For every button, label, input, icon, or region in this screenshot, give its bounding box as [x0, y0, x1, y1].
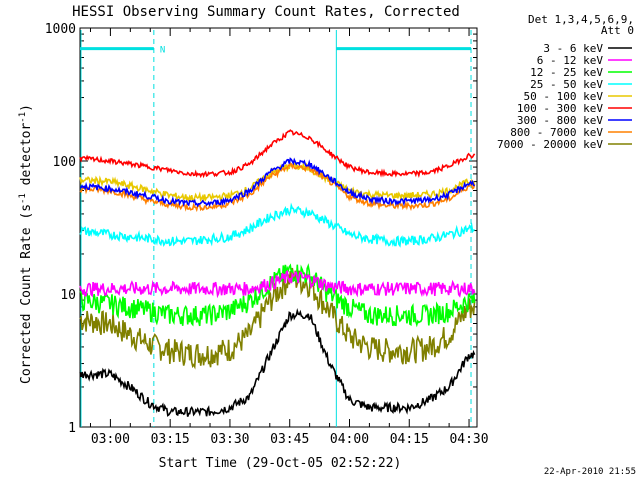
legend-label: 100 - 300 keV: [517, 102, 603, 115]
legend-header-line: Det 1,3,4,5,6,9,: [528, 13, 634, 26]
legend-label: 6 - 12 keV: [537, 54, 604, 67]
y-axis-label-sup2: -1: [18, 112, 28, 123]
y-axis-label-sup1: -1: [18, 193, 28, 204]
x-tick-label: 04:00: [330, 432, 369, 447]
legend-label: 12 - 25 keV: [530, 66, 603, 79]
night-marker-label: N: [160, 46, 165, 56]
series-line-4: [79, 161, 476, 203]
legend-label: 300 - 800 keV: [517, 114, 603, 127]
legend-label: 7000 - 20000 keV: [497, 138, 603, 151]
y-tick-label: 1000: [45, 22, 76, 37]
y-tick-label: 100: [53, 155, 76, 170]
series-line-6: [79, 157, 476, 208]
series-line-8: [79, 267, 476, 370]
legend-label: 3 - 6 keV: [543, 42, 603, 55]
legend-label: 50 - 100 keV: [524, 90, 604, 103]
x-tick-label: 04:15: [390, 432, 429, 447]
series-lines: [79, 129, 476, 417]
series-line-1: [79, 269, 476, 299]
axis-ticks: 03:00 03:15 03:30 03:45 04:00 04:15 04:30 1 10 10…: [45, 22, 489, 447]
x-tick-label: 04:30: [449, 432, 488, 447]
y-axis-label-end: ): [19, 104, 34, 112]
series-line-2: [79, 263, 476, 328]
x-tick-label: 03:45: [270, 432, 309, 447]
series-line-5: [79, 129, 476, 179]
y-axis-label-main: Corrected Count Rate (s: [19, 204, 34, 384]
series-line-7: [79, 161, 476, 213]
y-tick-label: 10: [60, 288, 76, 303]
x-tick-label: 03:15: [151, 432, 190, 447]
legend-label: 800 - 7000 keV: [510, 126, 603, 139]
legend-header-line: Att 0: [601, 24, 634, 37]
x-tick-label: 03:30: [210, 432, 249, 447]
legend-label: 25 - 50 keV: [530, 78, 603, 91]
plot-frame: [79, 27, 478, 428]
x-axis-label: Start Time (29-Oct-05 02:52:22): [159, 456, 402, 471]
date-stamp: 22-Apr-2010 21:55: [544, 467, 636, 477]
y-axis-label-mid: detector: [19, 123, 34, 194]
y-axis-label: Corrected Count Rate (s-1 detector-1): [18, 104, 34, 384]
y-tick-label: 1: [68, 421, 76, 436]
series-line-0: [79, 308, 476, 417]
series-line-3: [79, 202, 476, 248]
chart-title: HESSI Observing Summary Count Rates, Cor…: [72, 4, 460, 20]
x-tick-label: 03:00: [91, 432, 130, 447]
